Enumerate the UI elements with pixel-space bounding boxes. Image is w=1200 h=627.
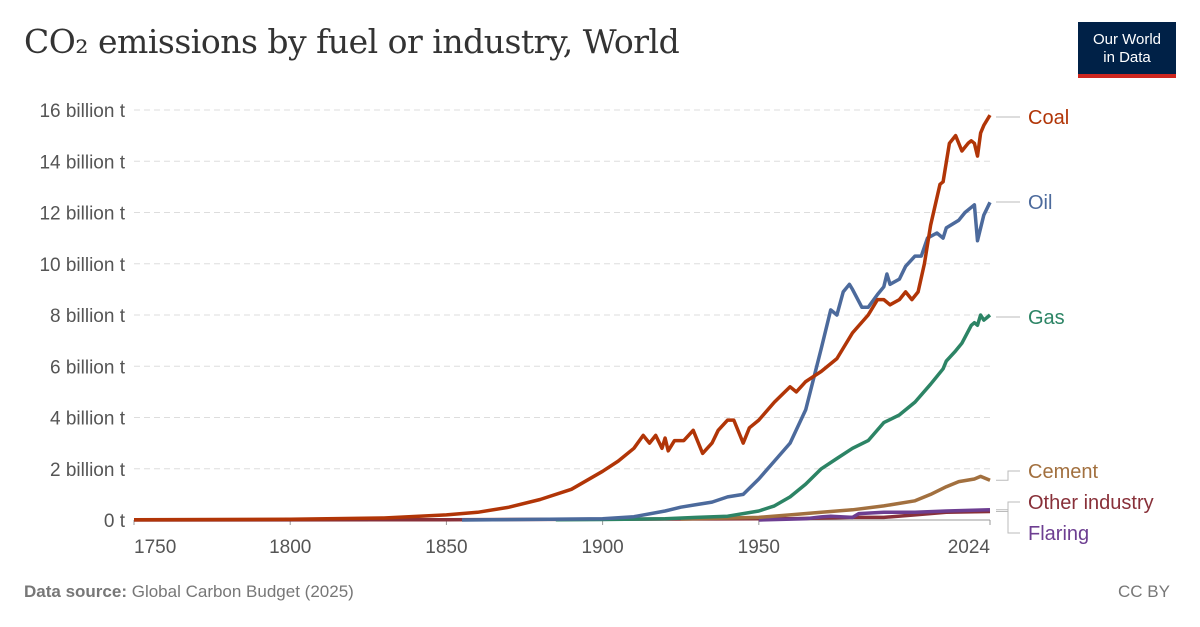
label-connector <box>996 509 1020 534</box>
y-tick-label: 2 billion t <box>50 460 126 481</box>
series-line-cement <box>680 474 991 521</box>
x-tick-label: 1900 <box>581 537 623 558</box>
x-tick-label: 1750 <box>134 537 176 558</box>
label-connector <box>996 470 1020 481</box>
series-label: Cement <box>1028 461 1098 483</box>
license[interactable]: CC BY <box>1118 582 1170 601</box>
label-connector <box>996 501 1020 513</box>
series-line-gas <box>555 313 992 522</box>
series-label: Coal <box>1028 107 1069 129</box>
series-line-coal <box>133 114 992 522</box>
chart-title: CO₂ emissions by fuel or industry, World <box>24 22 680 61</box>
source-text[interactable]: Global Carbon Budget (2025) <box>131 582 354 601</box>
logo-line2: in Data <box>1103 49 1151 66</box>
y-tick-label: 0 t <box>104 511 126 532</box>
y-tick-label: 12 billion t <box>39 204 125 225</box>
series-line-oil <box>461 201 992 522</box>
owid-logo[interactable]: Our World in Data <box>1078 22 1176 78</box>
x-tick-label: 1950 <box>738 537 780 558</box>
series-label: Other industry <box>1028 492 1154 514</box>
series-label: Oil <box>1028 192 1052 214</box>
y-tick-label: 14 billion t <box>39 152 125 173</box>
source-label: Data source: <box>24 582 127 601</box>
logo-line1: Our World <box>1092 31 1162 48</box>
x-tick-label: 1850 <box>425 537 467 558</box>
series-label: Gas <box>1028 307 1065 329</box>
y-tick-label: 16 billion t <box>39 101 125 122</box>
y-tick-label: 8 billion t <box>50 306 126 327</box>
x-tick-label: 1800 <box>269 537 311 558</box>
y-tick-label: 4 billion t <box>50 409 126 430</box>
series-label: Flaring <box>1028 523 1089 545</box>
data-source: Data source: Global Carbon Budget (2025) <box>24 582 354 602</box>
y-tick-label: 10 billion t <box>39 255 125 276</box>
y-tick-label: 6 billion t <box>50 357 126 378</box>
x-tick-label: 2024 <box>948 537 991 558</box>
series-line-flaring <box>758 508 991 522</box>
